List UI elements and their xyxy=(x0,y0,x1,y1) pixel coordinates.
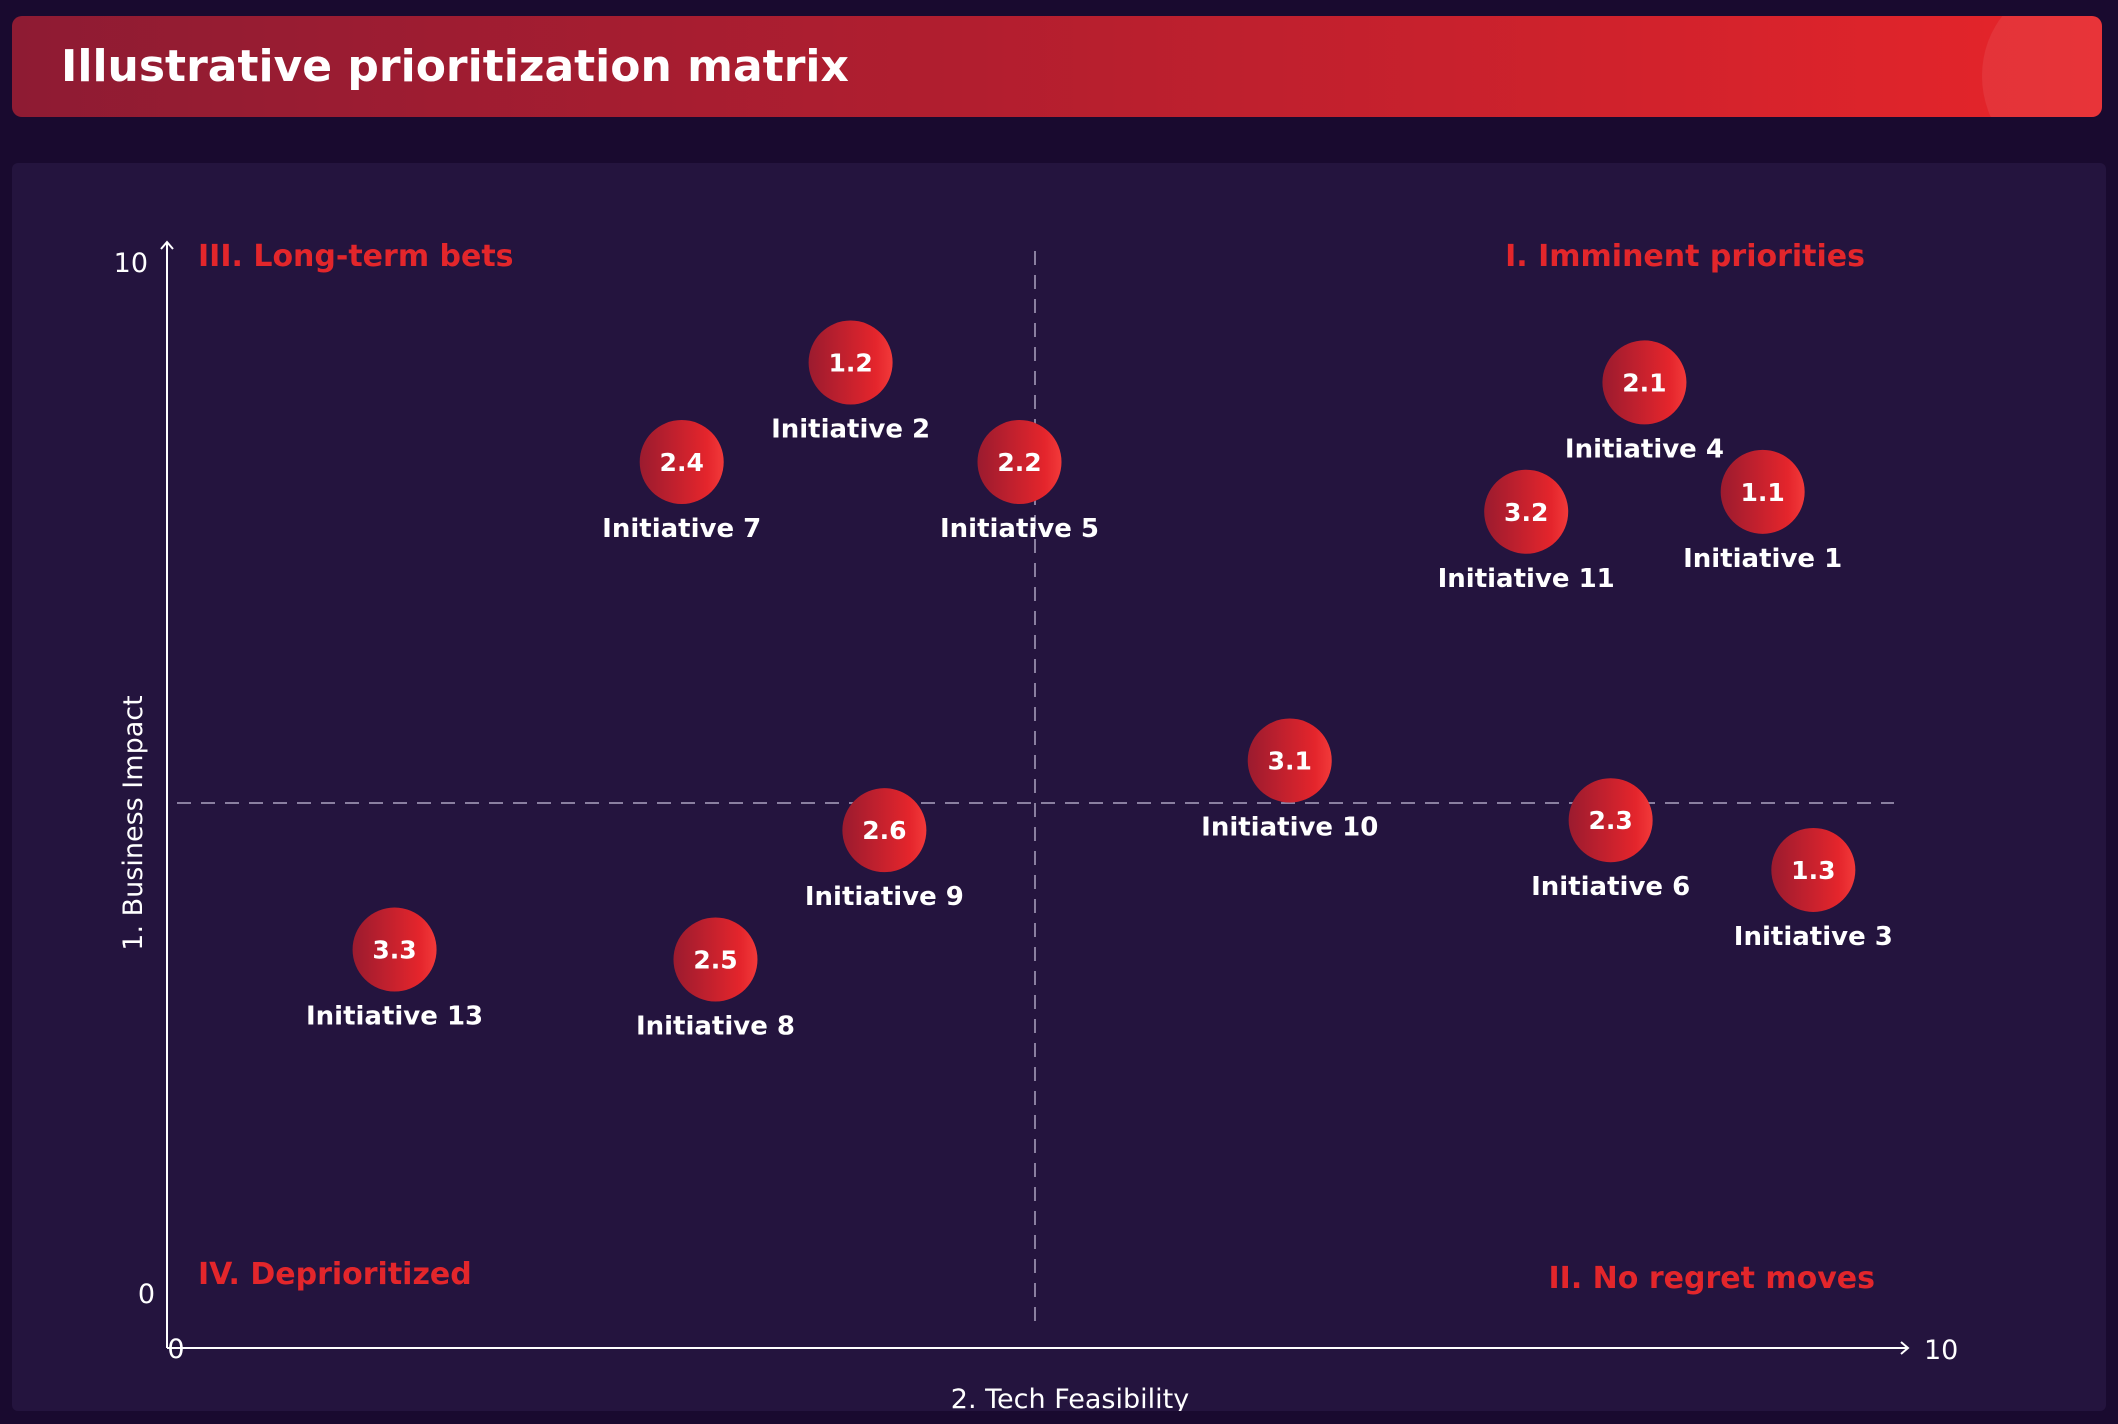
title-bar: Illustrative prioritization matrix xyxy=(12,16,2102,117)
bubble-marker xyxy=(808,320,893,405)
chart-panel: 10 0 0 10 2. Tech Feasibility 1. Busines… xyxy=(12,163,2106,1411)
initiative-name-label: Initiative 5 xyxy=(940,514,1099,544)
bubble-marker xyxy=(842,788,927,873)
data-point: 3.1 Initiative 10 xyxy=(1201,718,1378,843)
bubble-code-label: 2.2 xyxy=(997,448,1041,477)
bubble-code-label: 1.1 xyxy=(1741,478,1785,507)
bubble-code-label: 3.2 xyxy=(1504,498,1548,527)
data-point: 3.2 Initiative 11 xyxy=(1438,469,1615,594)
bubble-marker xyxy=(1247,718,1332,803)
bubble-marker xyxy=(977,420,1062,504)
x-axis-title: 2. Tech Feasibility xyxy=(951,1384,1189,1411)
data-point: 2.6 Initiative 9 xyxy=(805,788,964,912)
y-tick-label-min: 0 xyxy=(138,1279,155,1310)
data-point: 1.2 Initiative 2 xyxy=(771,320,930,445)
data-point: 1.3 Initiative 3 xyxy=(1734,827,1893,952)
y-tick-label-max: 10 xyxy=(114,248,148,279)
quadrant-label-no-regret-moves: II. No regret moves xyxy=(1549,1261,1876,1296)
data-points: 1.2 Initiative 2 2.4 Initiative 7 2.2 Initiat… xyxy=(306,320,1893,1042)
data-point: 1.1 Initiative 1 xyxy=(1683,449,1842,574)
initiative-name-label: Initiative 3 xyxy=(1734,922,1893,952)
bubble-marker xyxy=(1602,340,1687,425)
bubble-code-label: 2.6 xyxy=(862,816,906,845)
bubble-code-label: 1.3 xyxy=(1791,856,1835,885)
data-point: 2.3 Initiative 6 xyxy=(1531,778,1690,902)
bubble-marker xyxy=(1484,469,1569,554)
prioritization-matrix-chart: 10 0 0 10 2. Tech Feasibility 1. Busines… xyxy=(114,239,1959,1411)
x-tick-label-max: 10 xyxy=(1924,1335,1958,1366)
bubble-code-label: 2.1 xyxy=(1622,368,1666,397)
initiative-name-label: Initiative 2 xyxy=(771,415,930,445)
bubble-marker xyxy=(673,917,758,1002)
title-decoration xyxy=(1982,16,2102,117)
quadrant-label-imminent-priorities: I. Imminent priorities xyxy=(1505,239,1865,274)
bubble-code-label: 3.3 xyxy=(372,936,416,965)
quadrant-label-long-term-bets: III. Long-term bets xyxy=(198,239,514,274)
data-point: 3.3 Initiative 13 xyxy=(306,907,483,1032)
initiative-name-label: Initiative 13 xyxy=(306,1002,483,1032)
data-point: 2.1 Initiative 4 xyxy=(1565,340,1724,464)
initiative-name-label: Initiative 7 xyxy=(602,514,761,544)
quadrant-label-deprioritized: IV. Deprioritized xyxy=(198,1257,472,1292)
bubble-marker xyxy=(1720,449,1805,534)
bubble-marker xyxy=(1771,827,1856,912)
page-title: Illustrative prioritization matrix xyxy=(61,41,849,92)
data-point: 2.4 Initiative 7 xyxy=(602,420,761,544)
data-point: 2.2 Initiative 5 xyxy=(940,420,1099,544)
initiative-name-label: Initiative 9 xyxy=(805,882,964,912)
data-point: 2.5 Initiative 8 xyxy=(636,917,795,1042)
initiative-name-label: Initiative 10 xyxy=(1201,813,1378,843)
initiative-name-label: Initiative 6 xyxy=(1531,872,1690,902)
x-tick-label-min: 0 xyxy=(167,1334,184,1365)
initiative-name-label: Initiative 4 xyxy=(1565,434,1724,464)
initiative-name-label: Initiative 8 xyxy=(636,1012,795,1042)
initiative-name-label: Initiative 11 xyxy=(1438,564,1615,594)
y-axis-title: 1. Business Impact xyxy=(118,695,149,950)
bubble-marker xyxy=(639,420,724,504)
bubble-marker xyxy=(1568,778,1653,863)
bubble-code-label: 1.2 xyxy=(828,349,872,378)
bubble-code-label: 2.5 xyxy=(693,946,737,975)
initiative-name-label: Initiative 1 xyxy=(1683,544,1842,574)
bubble-code-label: 3.1 xyxy=(1268,747,1312,776)
bubble-marker xyxy=(352,907,437,992)
bubble-code-label: 2.3 xyxy=(1589,806,1633,835)
bubble-code-label: 2.4 xyxy=(660,448,704,477)
